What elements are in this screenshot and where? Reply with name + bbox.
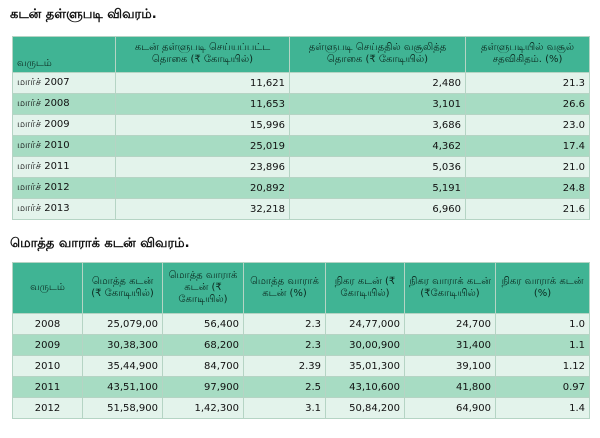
table-row: 2010 35,44,900 84,700 2.39 35,01,300 39,…: [12, 355, 590, 377]
cell-value: 2.5: [243, 376, 326, 398]
cell-value: 11,621: [115, 72, 290, 94]
cell-value: 1.4: [495, 397, 590, 419]
cell-value: 68,200: [162, 334, 244, 356]
cell-value: 32,218: [115, 198, 290, 220]
cell-value: 43,10,600: [325, 376, 405, 398]
cell-value: 5,191: [289, 177, 466, 199]
cell-value: 51,58,900: [82, 397, 163, 419]
table-row: மார்ச் 2012 20,892 5,191 24.8: [12, 177, 590, 199]
header-writeoff-amount: கடன் தள்ளுபடி செய்யப்பட்ட தொகை (₹ கோடியி…: [115, 36, 290, 73]
cell-value: 1,42,300: [162, 397, 244, 419]
cell-year: 2009: [12, 334, 83, 356]
cell-value: 11,653: [115, 93, 290, 115]
cell-year: மார்ச் 2011: [12, 156, 116, 178]
cell-year: மார்ச் 2010: [12, 135, 116, 157]
table-row: 2009 30,38,300 68,200 2.3 30,00,900 31,4…: [12, 334, 590, 356]
cell-value: 4,362: [289, 135, 466, 157]
cell-value: 1.1: [495, 334, 590, 356]
cell-value: 5,036: [289, 156, 466, 178]
cell-value: 43,51,100: [82, 376, 163, 398]
cell-year: 2008: [12, 313, 83, 335]
cell-year: மார்ச் 2012: [12, 177, 116, 199]
header-total-bad-loan-percent: மொத்த வாராக் கடன் (%): [243, 262, 326, 314]
cell-value: 23,896: [115, 156, 290, 178]
cell-value: 50,84,200: [325, 397, 405, 419]
cell-value: 1.0: [495, 313, 590, 335]
cell-value: 24.8: [465, 177, 590, 199]
cell-year: 2010: [12, 355, 83, 377]
table-row: மார்ச் 2008 11,653 3,101 26.6: [12, 93, 590, 115]
cell-value: 21.3: [465, 72, 590, 94]
bad-loans-table: வருடம் மொத்த கடன் (₹ கோடியில்) மொத்த வார…: [12, 262, 590, 419]
cell-value: 35,44,900: [82, 355, 163, 377]
header-year: வருடம்: [12, 262, 83, 314]
cell-value: 2,480: [289, 72, 466, 94]
header-net-loan: நிகர கடன் (₹ கோடியில்): [325, 262, 405, 314]
cell-value: 23.0: [465, 114, 590, 136]
header-net-bad-loan: நிகர வாராக் கடன் (₹கோடியில்): [404, 262, 496, 314]
cell-value: 24,700: [404, 313, 496, 335]
cell-year: மார்ச் 2013: [12, 198, 116, 220]
cell-value: 21.0: [465, 156, 590, 178]
loan-writeoff-table: வருடம் கடன் தள்ளுபடி செய்யப்பட்ட தொகை (₹…: [12, 36, 590, 220]
cell-value: 35,01,300: [325, 355, 405, 377]
cell-year: மார்ச் 2009: [12, 114, 116, 136]
cell-value: 64,900: [404, 397, 496, 419]
cell-value: 39,100: [404, 355, 496, 377]
header-recovered-amount: தள்ளுபடி செய்ததில் வசூலித்த தொகை (₹ கோடி…: [289, 36, 466, 73]
cell-value: 15,996: [115, 114, 290, 136]
cell-value: 84,700: [162, 355, 244, 377]
header-year: வருடம்: [12, 36, 116, 73]
cell-value: 3,101: [289, 93, 466, 115]
cell-value: 25,079,00: [82, 313, 163, 335]
cell-value: 56,400: [162, 313, 244, 335]
cell-value: 2.3: [243, 334, 326, 356]
cell-value: 41,800: [404, 376, 496, 398]
cell-value: 30,00,900: [325, 334, 405, 356]
table-row: மார்ச் 2013 32,218 6,960 21.6: [12, 198, 590, 220]
cell-value: 2.3: [243, 313, 326, 335]
cell-value: 25,019: [115, 135, 290, 157]
cell-value: 6,960: [289, 198, 466, 220]
cell-value: 1.12: [495, 355, 590, 377]
cell-value: 3,686: [289, 114, 466, 136]
cell-value: 2.39: [243, 355, 326, 377]
header-total-bad-loan: மொத்த வாராக் கடன் (₹ கோடியில்): [162, 262, 244, 314]
header-recovery-percent: தள்ளுபடியில் வசூல் சதவிகிதம். (%): [465, 36, 590, 73]
cell-value: 21.6: [465, 198, 590, 220]
cell-value: 31,400: [404, 334, 496, 356]
cell-value: 17.4: [465, 135, 590, 157]
cell-value: 3.1: [243, 397, 326, 419]
table-row: மார்ச் 2010 25,019 4,362 17.4: [12, 135, 590, 157]
loan-writeoff-title: கடன் தள்ளுபடி விவரம்.: [10, 7, 157, 22]
table-row: 2008 25,079,00 56,400 2.3 24,77,000 24,7…: [12, 313, 590, 335]
cell-value: 20,892: [115, 177, 290, 199]
header-net-bad-loan-percent: நிகர வாராக் கடன் (%): [495, 262, 590, 314]
table-row: மார்ச் 2011 23,896 5,036 21.0: [12, 156, 590, 178]
bad-loans-title: மொத்த வாராக் கடன் விவரம்.: [10, 236, 190, 251]
cell-year: மார்ச் 2007: [12, 72, 116, 94]
table-row: மார்ச் 2009 15,996 3,686 23.0: [12, 114, 590, 136]
table-row: மார்ச் 2007 11,621 2,480 21.3: [12, 72, 590, 94]
cell-value: 30,38,300: [82, 334, 163, 356]
table-header-row: வருடம் மொத்த கடன் (₹ கோடியில்) மொத்த வார…: [12, 262, 590, 314]
cell-value: 24,77,000: [325, 313, 405, 335]
table-row: 2012 51,58,900 1,42,300 3.1 50,84,200 64…: [12, 397, 590, 419]
table-header-row: வருடம் கடன் தள்ளுபடி செய்யப்பட்ட தொகை (₹…: [12, 36, 590, 73]
cell-year: 2012: [12, 397, 83, 419]
table-row: 2011 43,51,100 97,900 2.5 43,10,600 41,8…: [12, 376, 590, 398]
cell-value: 26.6: [465, 93, 590, 115]
cell-year: 2011: [12, 376, 83, 398]
cell-value: 0.97: [495, 376, 590, 398]
cell-value: 97,900: [162, 376, 244, 398]
cell-year: மார்ச் 2008: [12, 93, 116, 115]
header-total-loan: மொத்த கடன் (₹ கோடியில்): [82, 262, 163, 314]
